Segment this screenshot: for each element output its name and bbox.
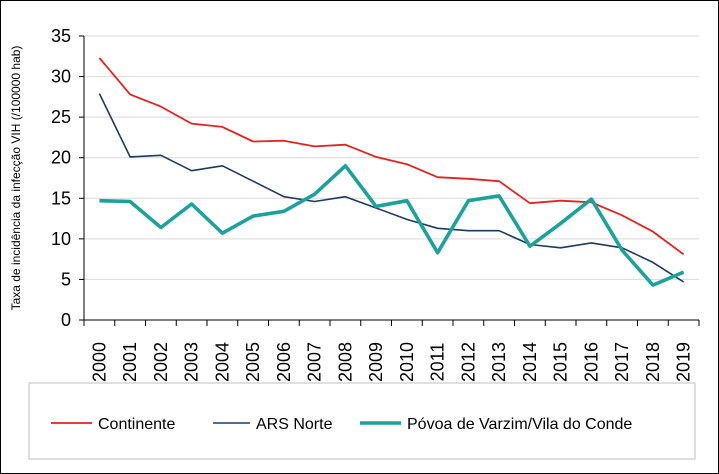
legend-box (28, 382, 696, 460)
x-tick-label: 2005 (243, 342, 263, 382)
y-tick-label: 30 (51, 67, 71, 87)
x-tick-label: 2008 (335, 342, 355, 382)
x-tick-label: 2011 (428, 343, 448, 382)
x-tick-label: 2002 (151, 342, 171, 382)
x-tick-label: 2007 (305, 342, 325, 382)
x-tick-label: 2014 (520, 342, 540, 382)
y-tick-label: 10 (51, 229, 71, 249)
series-line-2 (98, 93, 685, 283)
x-tick-label: 2016 (581, 342, 601, 382)
x-tick-label: 2000 (89, 342, 109, 382)
x-tick-label: 2001 (120, 342, 140, 382)
x-tick-label: 2017 (612, 342, 632, 382)
x-tick-label: 2004 (212, 342, 232, 382)
y-tick-label: 25 (51, 107, 71, 127)
x-tick-label: 2013 (489, 342, 509, 382)
series-line-3 (99, 164, 685, 287)
y-tick-label: 15 (51, 188, 71, 208)
legend-label-2: ARS Norte (256, 416, 333, 433)
x-tick-label: 2012 (458, 342, 478, 382)
gridlines (84, 35, 699, 280)
x-tick-label: 2003 (182, 342, 202, 382)
y-tick-label: 20 (51, 148, 71, 168)
series-lines (98, 57, 685, 287)
y-axis-label: Taxa de incidência da infecção VIH (/100… (9, 46, 23, 311)
x-tick-label: 2015 (551, 342, 571, 382)
axes (79, 35, 700, 326)
x-tick-label: 2010 (397, 342, 417, 382)
y-tick-label: 0 (61, 310, 71, 330)
legend-label-3: Póvoa de Varzim/Vila do Conde (407, 416, 632, 433)
x-tick-label: 2019 (674, 342, 694, 382)
y-tick-label: 5 (61, 269, 71, 289)
y-tick-label: 35 (51, 26, 71, 46)
x-tick-label: 2006 (274, 342, 294, 382)
tick-labels: 0 5 10 15 20 25 30 35 2000 2001 2002 2003 2004 2005 20… (51, 26, 694, 382)
x-tick-label: 2018 (643, 342, 663, 382)
x-tick-label: 2009 (366, 342, 386, 382)
legend-label-1: Continente (98, 416, 175, 433)
legend: Continente ARS Norte Póvoa de Varzim/Vila … (28, 382, 696, 460)
